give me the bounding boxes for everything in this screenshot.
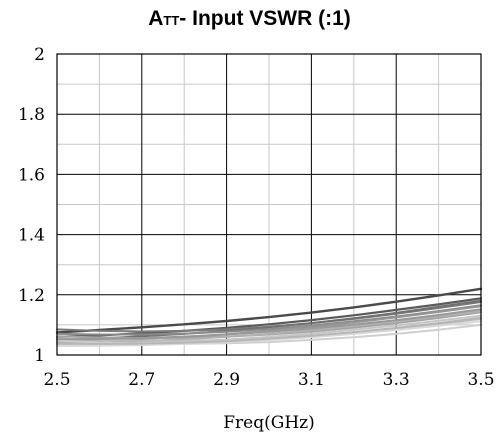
- series-line-14: [56, 316, 482, 345]
- chart-title-subscript: TT: [163, 13, 180, 28]
- chart-title: ATT- Input VSWR (:1): [0, 4, 499, 36]
- plot-frame: [56, 53, 482, 356]
- y-tick-label: 1: [34, 346, 45, 366]
- y-tick-labels: 1 1.2 1.4 1.6 1.8 2: [18, 45, 45, 366]
- x-tick-label: 3.1: [298, 370, 325, 390]
- series-line-1: [55, 287, 483, 334]
- chart-title-main: A: [148, 7, 164, 30]
- x-tick-label: 2.9: [213, 370, 240, 390]
- y-tick-label: 1.6: [18, 165, 45, 185]
- series-layer: [55, 287, 483, 347]
- y-tick-label: 2: [34, 45, 45, 65]
- series-line-13: [56, 308, 482, 341]
- series-line-8: [56, 310, 482, 344]
- chart-title-rest: - Input VSWR (:1): [179, 7, 351, 30]
- x-tick-label: 3.3: [383, 370, 410, 390]
- x-tick-label: 2.5: [43, 370, 70, 390]
- x-tick-label: 2.7: [128, 370, 155, 390]
- y-tick-label: 1.2: [18, 286, 45, 306]
- x-axis-label: Freq(GHz): [223, 413, 315, 433]
- y-tick-label: 1.4: [18, 226, 45, 246]
- y-tick-label: 1.8: [18, 105, 45, 125]
- x-tick-label: 3.5: [467, 370, 494, 390]
- major-gridlines: [57, 54, 481, 355]
- series-line-12: [56, 320, 482, 347]
- x-tick-labels: 2.5 2.7 2.9 3.1 3.3 3.5: [43, 370, 494, 390]
